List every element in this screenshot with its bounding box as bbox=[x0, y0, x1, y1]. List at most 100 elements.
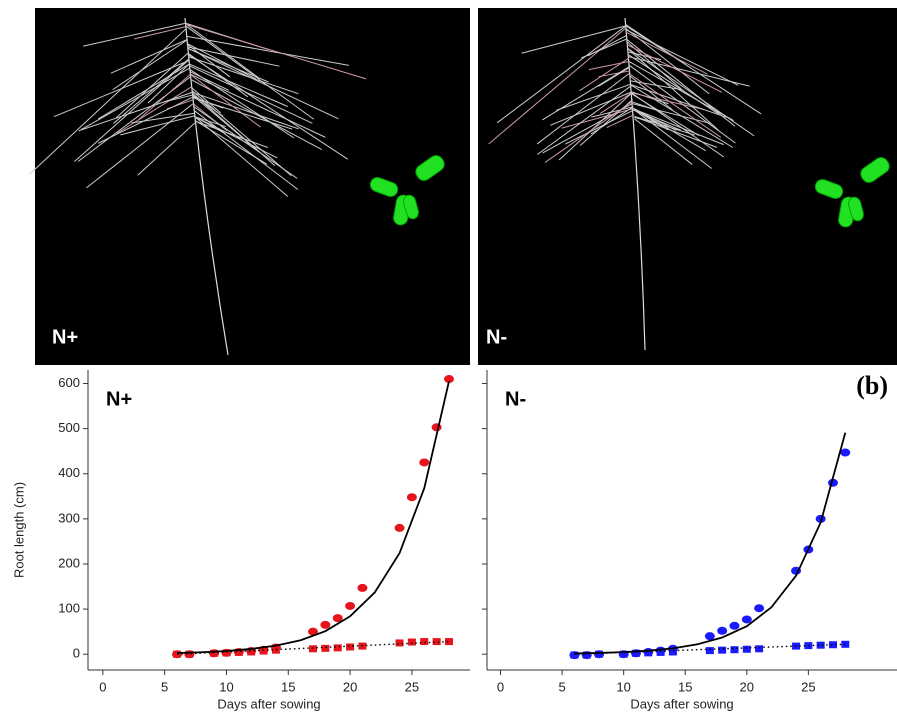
lateral-root bbox=[606, 114, 635, 129]
point bbox=[234, 648, 243, 656]
lateral-root bbox=[187, 54, 349, 160]
lateral-root bbox=[194, 120, 269, 148]
plant-icon bbox=[848, 196, 864, 222]
point bbox=[443, 375, 454, 384]
lateral-root bbox=[110, 39, 187, 74]
point bbox=[705, 647, 714, 655]
lateral-root bbox=[634, 118, 693, 165]
lateral-root bbox=[116, 86, 192, 134]
point bbox=[333, 644, 342, 652]
lateral-root bbox=[186, 42, 257, 80]
lateral-root bbox=[631, 92, 725, 158]
fit-line bbox=[176, 640, 450, 655]
lateral-root bbox=[191, 87, 222, 114]
lateral-root bbox=[598, 70, 630, 78]
point bbox=[755, 645, 764, 653]
lateral-root bbox=[97, 63, 190, 120]
y-tick-label: 200 bbox=[58, 555, 80, 570]
lateral-root bbox=[590, 106, 634, 135]
lateral-root bbox=[184, 25, 315, 120]
point bbox=[394, 523, 405, 532]
lateral-root bbox=[98, 96, 193, 144]
point bbox=[307, 627, 318, 636]
plant-icon bbox=[403, 194, 419, 220]
lateral-root bbox=[633, 107, 707, 152]
point bbox=[816, 641, 825, 649]
lateral-root bbox=[630, 80, 683, 91]
lateral-root bbox=[628, 61, 734, 121]
point bbox=[271, 646, 280, 654]
lateral-root bbox=[194, 115, 278, 159]
point bbox=[357, 583, 368, 592]
point bbox=[595, 650, 604, 658]
point bbox=[754, 604, 765, 613]
point bbox=[332, 614, 343, 623]
point bbox=[185, 650, 194, 658]
point bbox=[644, 649, 653, 657]
point bbox=[406, 493, 417, 502]
y-axis-label: Root length (cm) bbox=[11, 482, 26, 578]
main-root bbox=[184, 17, 229, 356]
lateral-root bbox=[189, 73, 261, 128]
point bbox=[419, 458, 430, 467]
lateral-root bbox=[598, 67, 630, 87]
point bbox=[247, 648, 256, 656]
lateral-root bbox=[632, 101, 657, 111]
lateral-root bbox=[189, 71, 229, 91]
fit-line bbox=[574, 643, 846, 655]
point bbox=[259, 647, 268, 655]
x-tick-label: 15 bbox=[281, 679, 295, 694]
y-tick-label: 0 bbox=[73, 646, 80, 661]
lateral-root bbox=[627, 47, 755, 137]
x-tick-label: 5 bbox=[161, 679, 168, 694]
point bbox=[730, 646, 739, 654]
lateral-root bbox=[113, 58, 189, 124]
lateral-root bbox=[542, 66, 630, 121]
lateral-root bbox=[633, 108, 712, 169]
panel-label: (b) bbox=[856, 371, 888, 400]
point bbox=[828, 641, 837, 649]
lateral-root bbox=[184, 23, 367, 80]
y-tick-label: 500 bbox=[58, 420, 80, 435]
x-axis-label: Days after sowing bbox=[630, 696, 733, 711]
point bbox=[741, 615, 752, 624]
lateral-root bbox=[189, 73, 326, 138]
point bbox=[346, 643, 355, 651]
lateral-root bbox=[120, 115, 195, 136]
lateral-root bbox=[633, 108, 724, 146]
lateral-root bbox=[147, 63, 190, 104]
lateral-root bbox=[137, 122, 196, 176]
x-tick-label: 5 bbox=[558, 679, 565, 694]
lateral-root bbox=[78, 92, 193, 132]
lateral-root bbox=[565, 109, 634, 145]
lateral-root bbox=[627, 54, 719, 115]
panel-label: (a) bbox=[850, 19, 880, 48]
lateral-root bbox=[561, 107, 634, 129]
lateral-root bbox=[625, 29, 739, 86]
lateral-root bbox=[634, 115, 695, 136]
lateral-root bbox=[29, 28, 186, 175]
lateral-root bbox=[74, 59, 189, 162]
point bbox=[407, 638, 416, 646]
point bbox=[582, 651, 591, 659]
lateral-root bbox=[192, 97, 293, 130]
lateral-root bbox=[630, 84, 734, 148]
point bbox=[717, 626, 728, 635]
point bbox=[668, 648, 677, 656]
lateral-root bbox=[188, 56, 299, 95]
image-label: N+ bbox=[52, 326, 78, 348]
lateral-root bbox=[556, 83, 632, 111]
lateral-root bbox=[544, 100, 634, 163]
point bbox=[742, 645, 751, 653]
point bbox=[222, 649, 231, 657]
point bbox=[840, 448, 851, 457]
point bbox=[444, 638, 453, 646]
lateral-root bbox=[627, 47, 719, 131]
point bbox=[320, 620, 331, 629]
lateral-root bbox=[579, 57, 629, 92]
lateral-root bbox=[626, 44, 723, 93]
lateral-root bbox=[83, 22, 186, 47]
lateral-root bbox=[187, 47, 339, 120]
lateral-root bbox=[194, 116, 226, 128]
plant-icon bbox=[369, 177, 399, 197]
